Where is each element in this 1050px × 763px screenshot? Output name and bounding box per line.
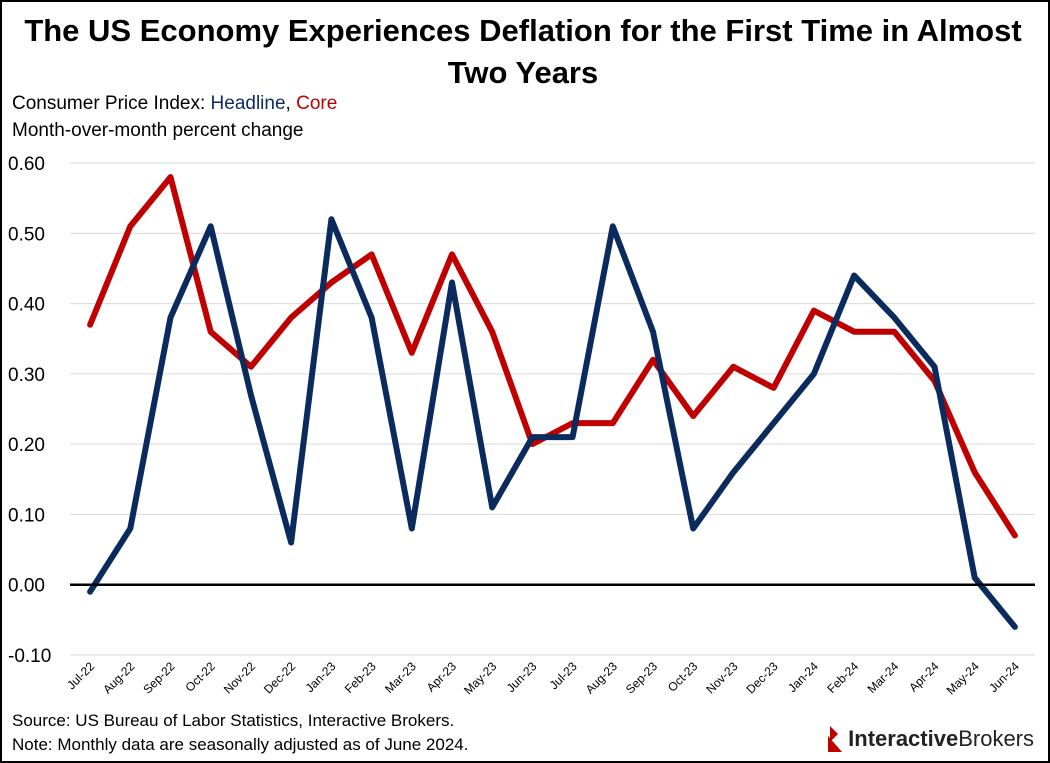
legend-core: Core	[296, 93, 338, 114]
y-tick-label: 0.30	[8, 365, 45, 386]
x-tick-label: Jul-23	[547, 659, 580, 692]
x-tick-label: Jun-24	[986, 659, 1022, 695]
source-note: Source: US Bureau of Labor Statistics, I…	[12, 711, 455, 730]
ib-logo-icon	[828, 726, 843, 752]
x-tick-label: Jul-22	[64, 659, 97, 692]
y-tick-label: 0.00	[8, 576, 45, 597]
logo-text-brokers: Brokers	[958, 726, 1034, 751]
x-tick-label: Dec-23	[744, 659, 781, 696]
x-tick-label: May-23	[461, 659, 499, 697]
y-tick-label: 0.10	[8, 505, 45, 526]
y-axis-description: Month-over-month percent change	[12, 120, 304, 141]
legend-headline: Headline	[210, 93, 286, 114]
x-tick-label: Feb-23	[342, 659, 379, 696]
subtitle-prefix: Consumer Price Index:	[12, 93, 211, 114]
x-tick-label: Aug-22	[100, 659, 137, 696]
x-tick-label: Oct-22	[182, 659, 218, 695]
x-tick-label: Mar-24	[865, 659, 902, 696]
x-tick-label: Apr-23	[424, 659, 460, 695]
footnote: Note: Monthly data are seasonally adjust…	[12, 735, 469, 754]
y-tick-label: 0.20	[8, 435, 45, 456]
x-tick-label: Nov-23	[703, 659, 740, 696]
logo-text-interactive: Interactive	[848, 726, 959, 751]
chart-title: The US Economy Experiences Deflation for…	[24, 13, 1022, 90]
y-tick-label: -0.10	[8, 646, 51, 667]
y-tick-label: 0.50	[8, 224, 45, 245]
x-tick-label: Jan-24	[785, 659, 821, 695]
x-tick-label: Apr-24	[906, 659, 942, 695]
x-tick-label: Sep-22	[140, 659, 177, 696]
subtitle-separator: ,	[285, 93, 297, 114]
x-tick-label: Feb-24	[824, 659, 861, 696]
series-line-headline	[87, 216, 1018, 630]
x-tick-label: Jan-23	[303, 659, 339, 695]
y-tick-label: 0.40	[8, 295, 45, 316]
series-line-core	[87, 174, 1018, 539]
x-tick-label: Jun-23	[504, 659, 540, 695]
x-tick-label: Sep-23	[623, 659, 660, 696]
x-tick-label: May-24	[944, 659, 982, 697]
interactive-brokers-logo: Interactive Brokers	[826, 726, 1034, 752]
x-tick-label: Dec-22	[261, 659, 298, 696]
x-tick-label: Nov-22	[221, 659, 258, 696]
x-tick-label: Oct-23	[665, 659, 701, 695]
chart-subtitle: Consumer Price Index: Headline, Core	[12, 93, 337, 115]
x-tick-label: Aug-23	[583, 659, 620, 696]
x-tick-label: Mar-23	[382, 659, 419, 696]
y-tick-label: 0.60	[8, 154, 45, 175]
